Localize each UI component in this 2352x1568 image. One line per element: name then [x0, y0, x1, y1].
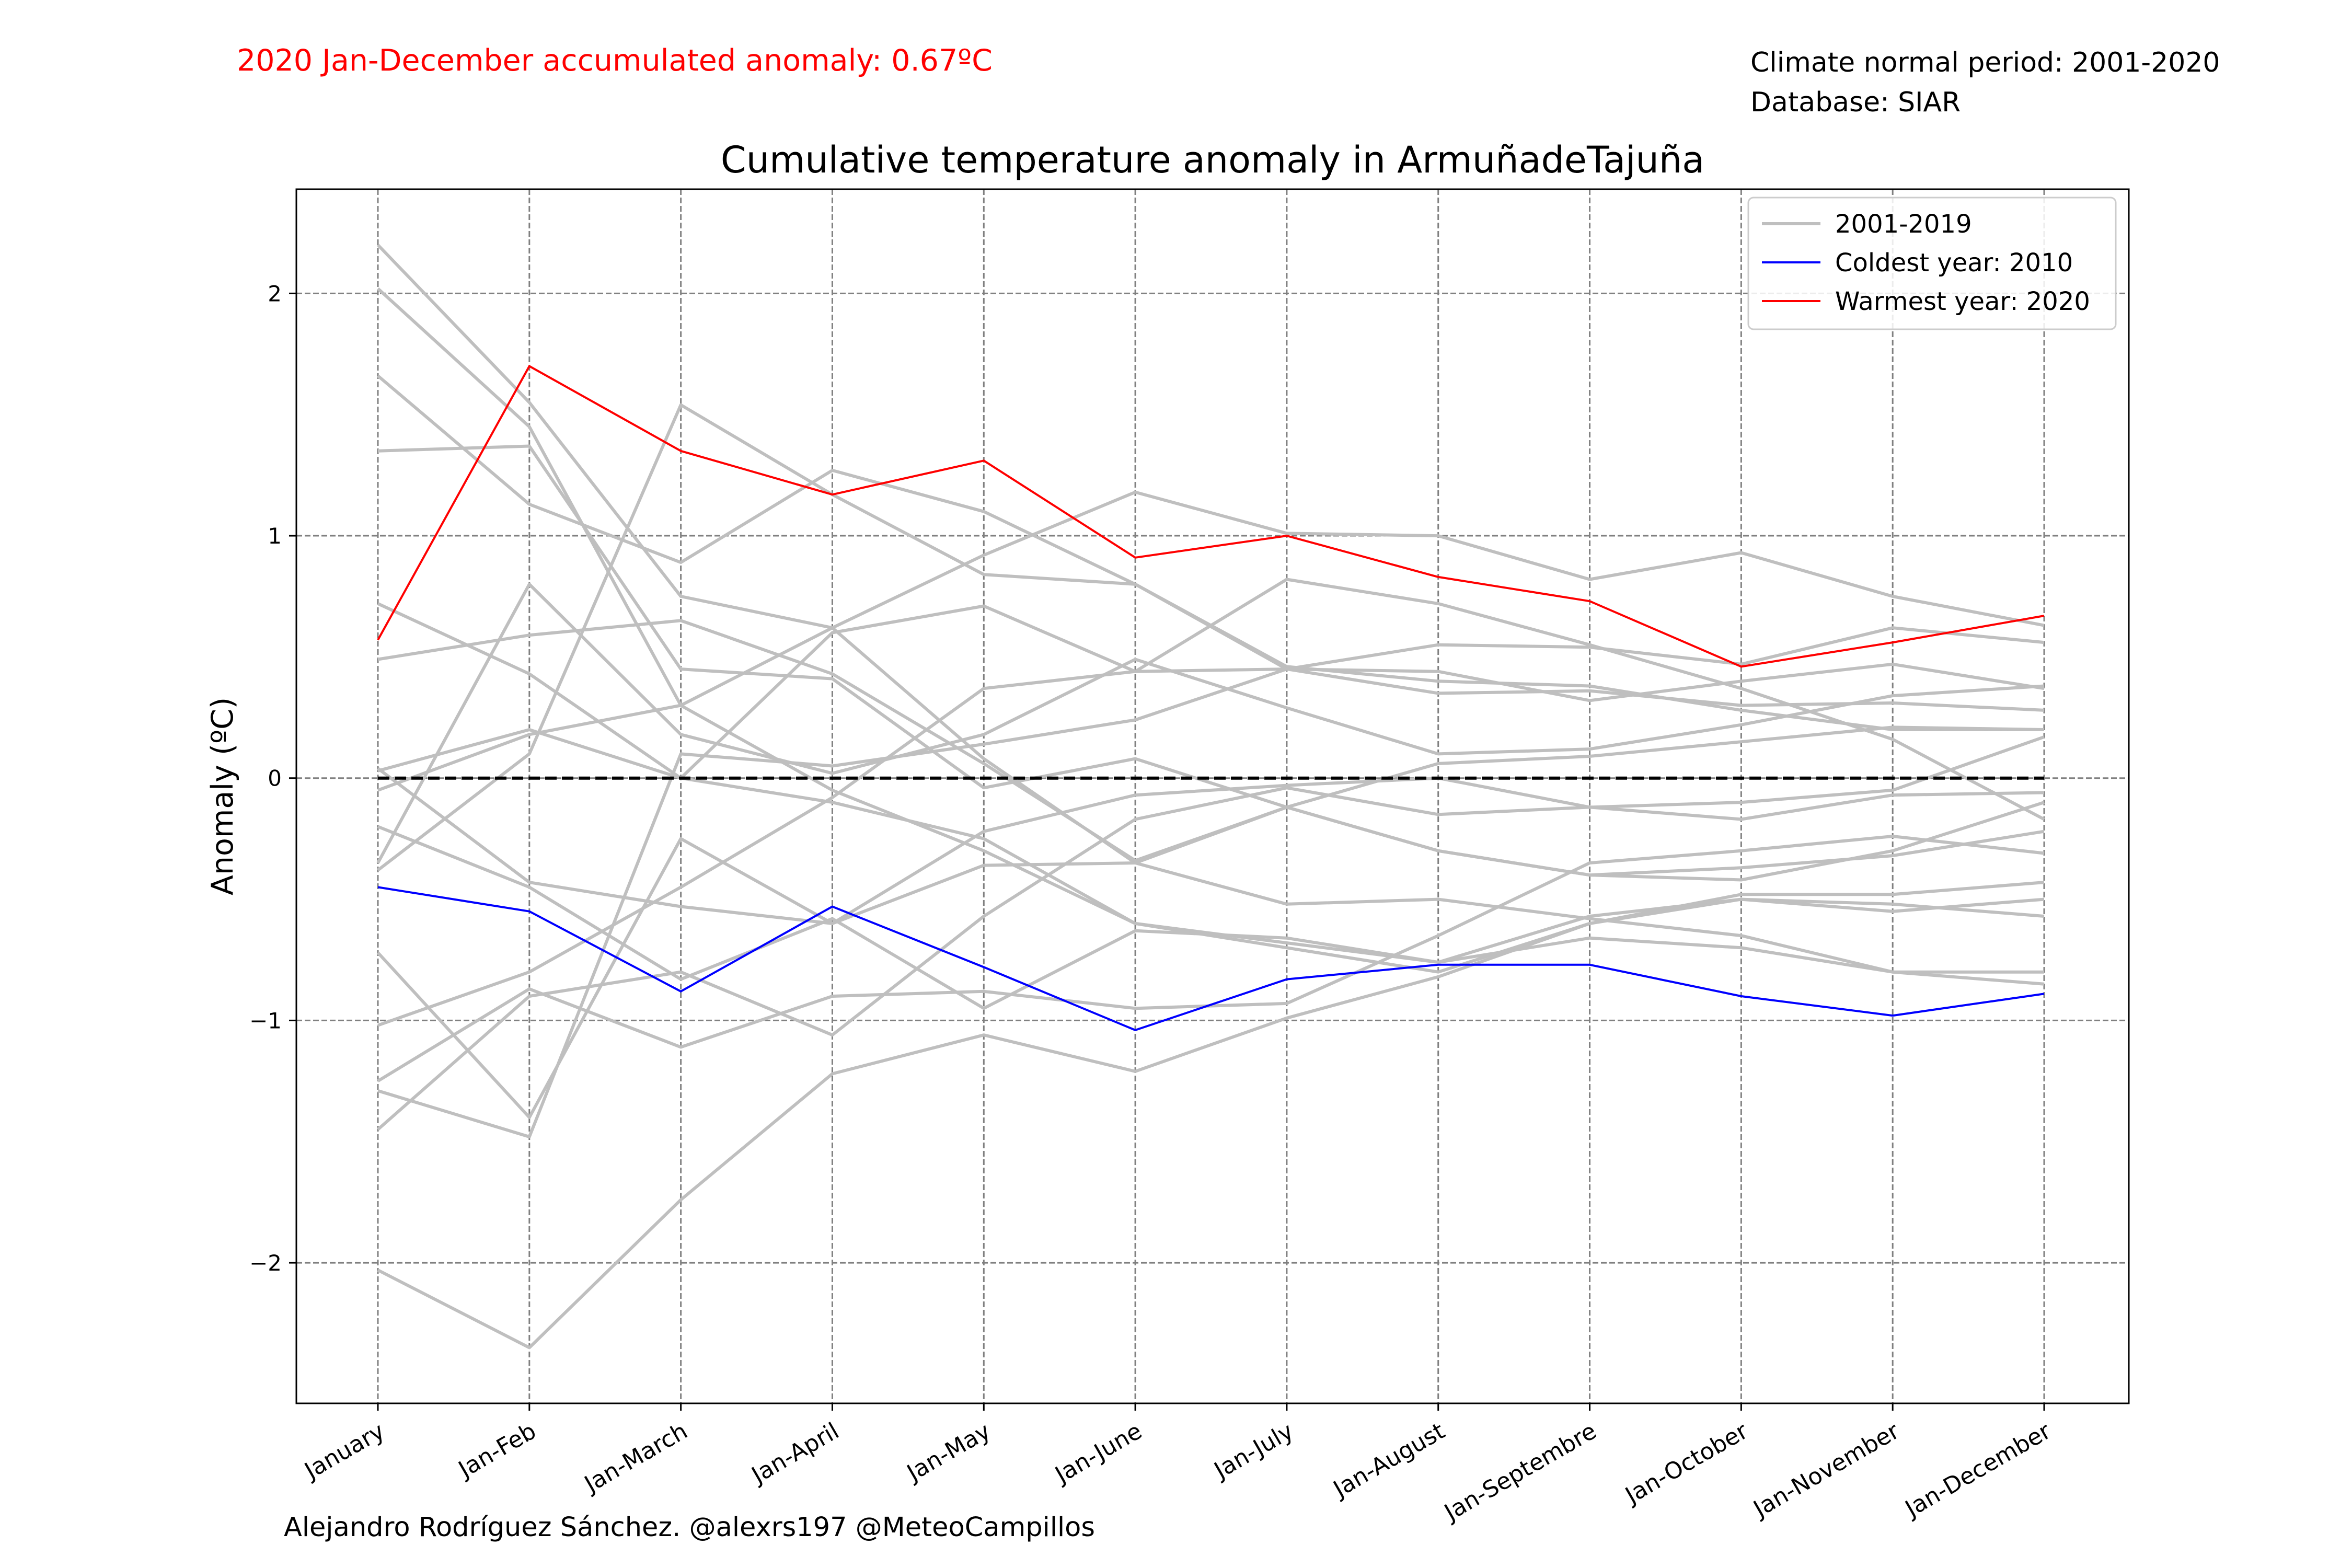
- y-tick-label: 1: [268, 523, 282, 549]
- x-tick-label: Jan-April: [746, 1417, 844, 1489]
- series-line-background-year: [377, 444, 2045, 882]
- series-line-background-year: [377, 403, 2045, 872]
- legend-label: 2001-2019: [1835, 210, 1972, 239]
- series-line-background-year: [377, 662, 2045, 1138]
- y-tick-label: 2: [268, 281, 282, 306]
- legend-label: Coldest year: 2010: [1835, 248, 2073, 278]
- x-tick-label: Jan-August: [1328, 1417, 1449, 1503]
- y-axis-label: Anomaly (ºC): [205, 697, 240, 895]
- legend-label: Warmest year: 2020: [1835, 287, 2090, 316]
- x-tick-label: Jan-March: [579, 1417, 692, 1498]
- x-tick-label: Jan-Feb: [453, 1417, 540, 1483]
- legend-box: [1747, 197, 2117, 330]
- x-tick-label: Jan-December: [1899, 1417, 2056, 1523]
- climate-normal-note: Climate normal period: 2001-2020: [1750, 47, 2220, 78]
- series-line-warmest-year: [377, 365, 2045, 668]
- series-line-background-year: [376, 582, 2045, 864]
- x-tick-label: Jan-November: [1748, 1417, 1905, 1523]
- series-line-background-year: [377, 735, 2045, 1131]
- chart-title: Cumulative temperature anomaly in Armuña…: [721, 139, 1704, 181]
- series-line-background-year: [376, 805, 2045, 1119]
- x-tick-label: January: [299, 1417, 389, 1485]
- author-credit: Alejandro Rodríguez Sánchez. @alexrs197 …: [284, 1512, 1095, 1543]
- series-line-background-year: [377, 835, 2045, 1082]
- series-line-coldest-year: [377, 886, 2045, 1031]
- series-line-background-year: [377, 490, 2045, 792]
- accumulated-anomaly-note: 2020 Jan-December accumulated anomaly: 0…: [237, 43, 993, 78]
- series-line-background-year: [377, 881, 2045, 1350]
- x-tick-label: Jan-Septembre: [1439, 1417, 1601, 1527]
- y-tick-label: 0: [268, 766, 282, 791]
- x-tick-label: Jan-June: [1050, 1417, 1147, 1489]
- series-line-background-year: [377, 825, 2044, 1010]
- y-tick-label: −2: [249, 1250, 282, 1276]
- series-line-background-year: [377, 626, 2045, 1027]
- y-tick-label: −1: [249, 1008, 282, 1033]
- x-tick-label: Jan-October: [1620, 1417, 1753, 1510]
- series-line-background-year: [376, 244, 2045, 986]
- x-tick-label: Jan-July: [1208, 1417, 1298, 1484]
- x-tick-label: Jan-May: [901, 1417, 995, 1487]
- database-note: Database: SIAR: [1750, 87, 1961, 118]
- plot-frame: [295, 188, 2130, 1404]
